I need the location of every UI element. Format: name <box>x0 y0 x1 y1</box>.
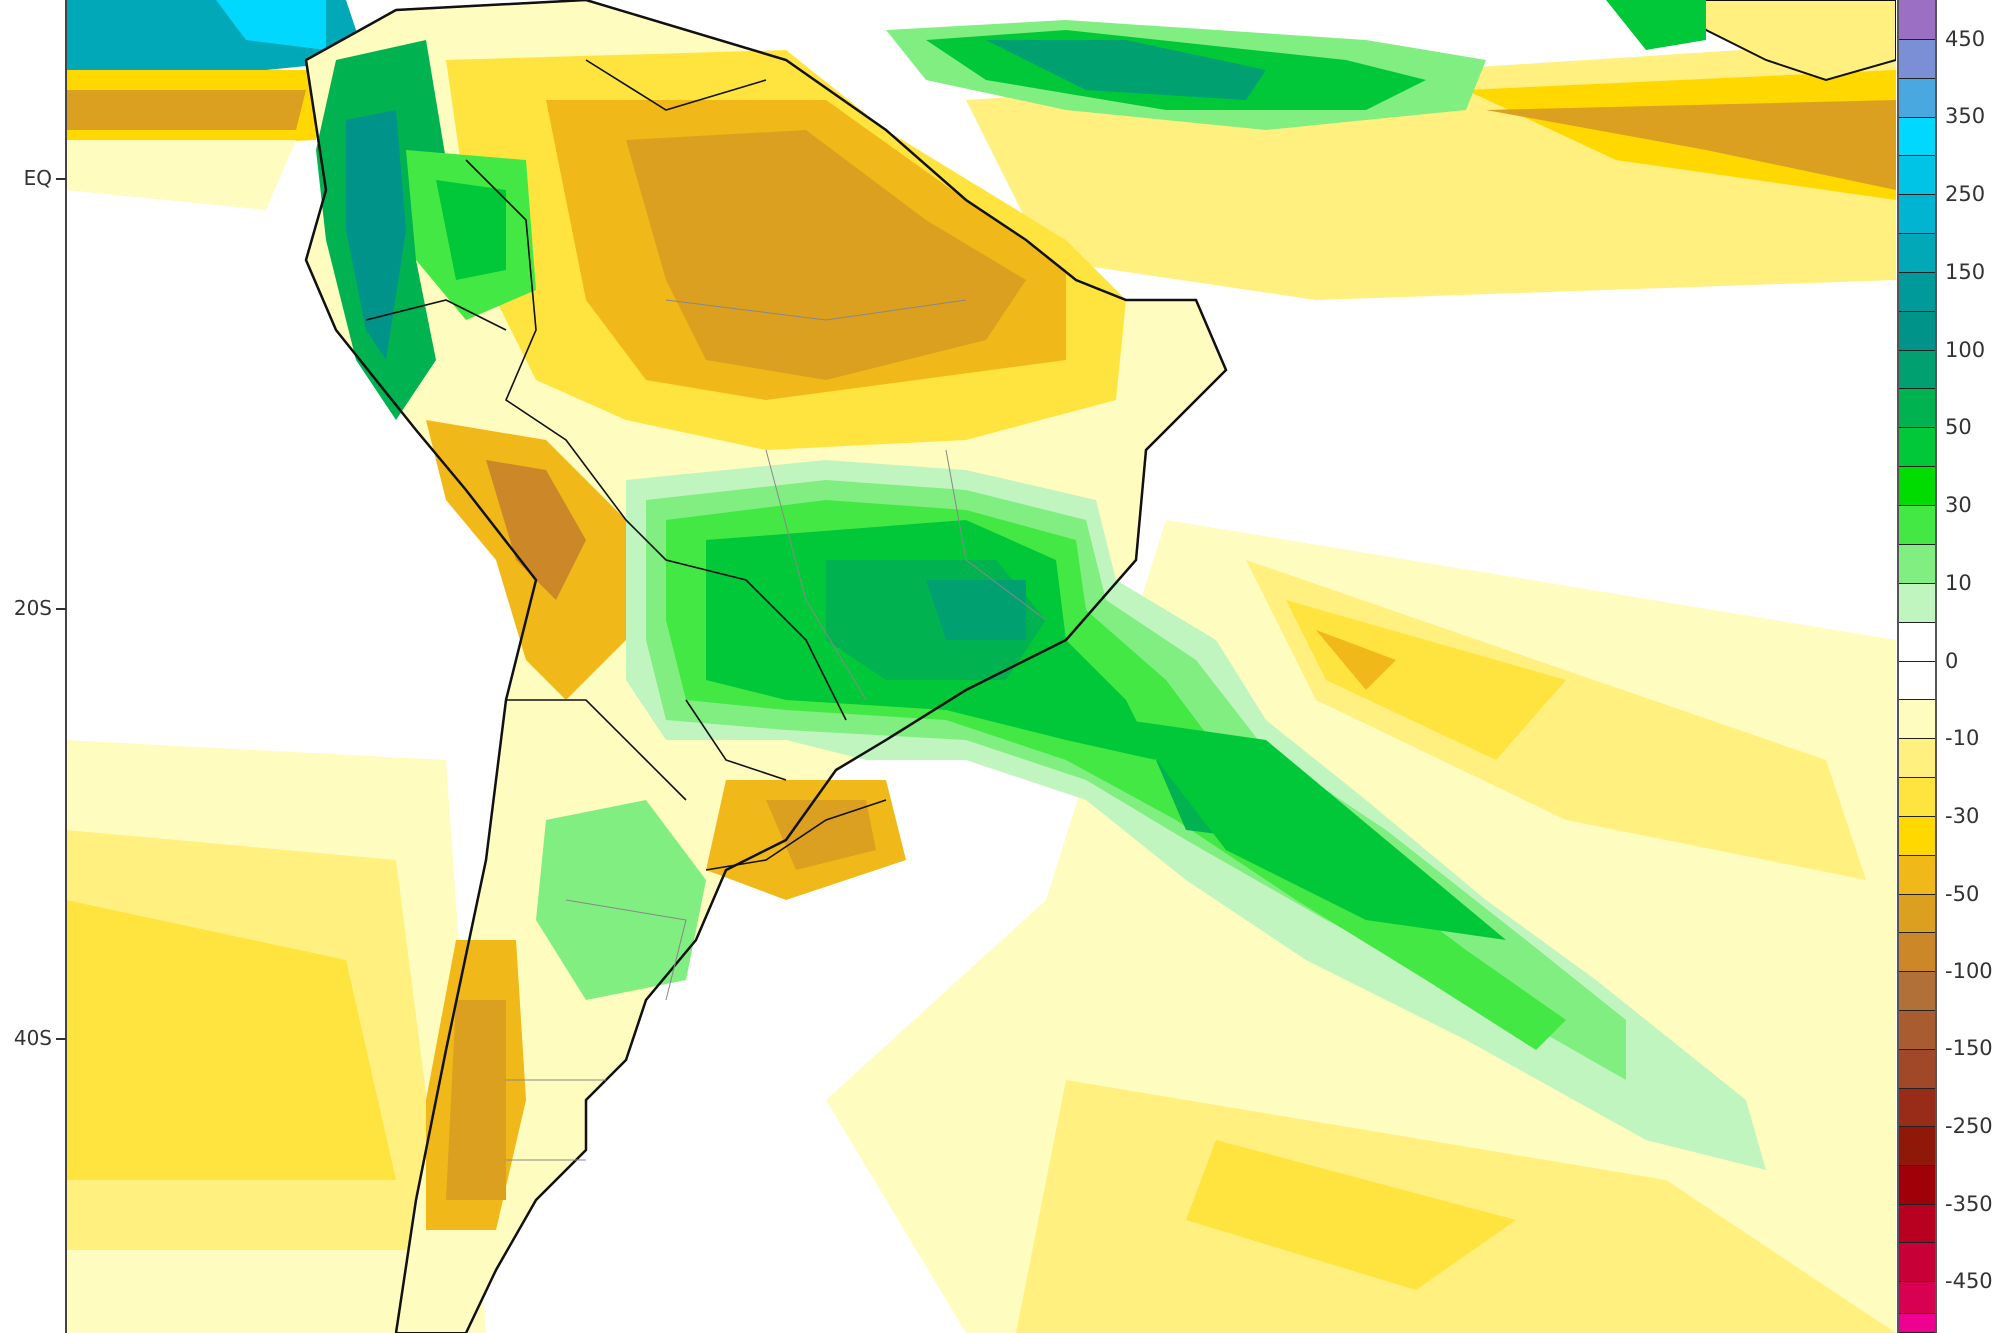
colorbar-label: -30 <box>1945 804 1980 828</box>
colorbar-segment <box>1899 428 1935 467</box>
colorbar-label: 150 <box>1945 260 1986 284</box>
colorbar-segment <box>1899 389 1935 428</box>
colorbar-label: -450 <box>1945 1269 1993 1293</box>
colorbar-label: 10 <box>1945 571 1972 595</box>
colorbar-segment <box>1899 40 1935 79</box>
colorbar-segment <box>1899 1205 1935 1243</box>
colorbar-segment <box>1899 623 1935 662</box>
colorbar-segment <box>1899 584 1935 623</box>
colorbar-label: 250 <box>1945 182 1986 206</box>
colorbar-segment <box>1899 0 1935 40</box>
colorbar-segment <box>1899 545 1935 584</box>
colorbar-segment <box>1899 467 1935 506</box>
colorbar-segment <box>1899 739 1935 778</box>
colorbar-label: 450 <box>1945 27 1986 51</box>
map-canvas <box>66 0 1896 1333</box>
colorbar-label: -50 <box>1945 882 1980 906</box>
colorbar-segment <box>1899 933 1935 972</box>
colorbar-legend <box>1897 0 1937 1333</box>
colorbar-segment <box>1899 1050 1935 1089</box>
colorbar-segment <box>1899 662 1935 700</box>
colorbar-label: -250 <box>1945 1114 1993 1138</box>
colorbar-segment <box>1899 700 1935 739</box>
colorbar-segment <box>1899 1314 1935 1333</box>
colorbar-segment <box>1899 506 1935 545</box>
colorbar-segment <box>1899 1282 1935 1314</box>
lat-tick-eq <box>56 178 66 180</box>
colorbar-segment <box>1899 1089 1935 1127</box>
lat-tick-20s <box>56 608 66 610</box>
lat-label-20s: 20S <box>13 596 52 620</box>
colorbar-segment <box>1899 195 1935 234</box>
colorbar-segment <box>1899 1243 1935 1282</box>
colorbar-label: -150 <box>1945 1036 1993 1060</box>
colorbar-segment <box>1899 1127 1935 1166</box>
colorbar-label: 30 <box>1945 493 1972 517</box>
colorbar-label: 350 <box>1945 104 1986 128</box>
map-frame-border <box>65 0 67 1333</box>
lat-label-eq: EQ <box>23 166 52 190</box>
colorbar-segment <box>1899 79 1935 118</box>
colorbar-segment <box>1899 1011 1935 1050</box>
colorbar-segment <box>1899 273 1935 312</box>
precipitation-anomaly-map <box>66 0 1896 1333</box>
colorbar-segment <box>1899 817 1935 856</box>
colorbar-segment <box>1899 1166 1935 1205</box>
colorbar-segment <box>1899 234 1935 273</box>
colorbar-label: -10 <box>1945 726 1980 750</box>
colorbar-segment <box>1899 856 1935 895</box>
colorbar-label: -100 <box>1945 959 1993 983</box>
colorbar-segment <box>1899 972 1935 1011</box>
colorbar-segment <box>1899 156 1935 195</box>
colorbar-label: -350 <box>1945 1192 1993 1216</box>
colorbar-segment <box>1899 778 1935 817</box>
colorbar-label: 0 <box>1945 649 1959 673</box>
colorbar-label: 100 <box>1945 338 1986 362</box>
colorbar-label: 50 <box>1945 415 1972 439</box>
lat-tick-40s <box>56 1038 66 1040</box>
lat-label-40s: 40S <box>13 1026 52 1050</box>
colorbar-segment <box>1899 895 1935 933</box>
colorbar-segment <box>1899 312 1935 351</box>
colorbar-segment <box>1899 351 1935 389</box>
colorbar-segment <box>1899 118 1935 156</box>
